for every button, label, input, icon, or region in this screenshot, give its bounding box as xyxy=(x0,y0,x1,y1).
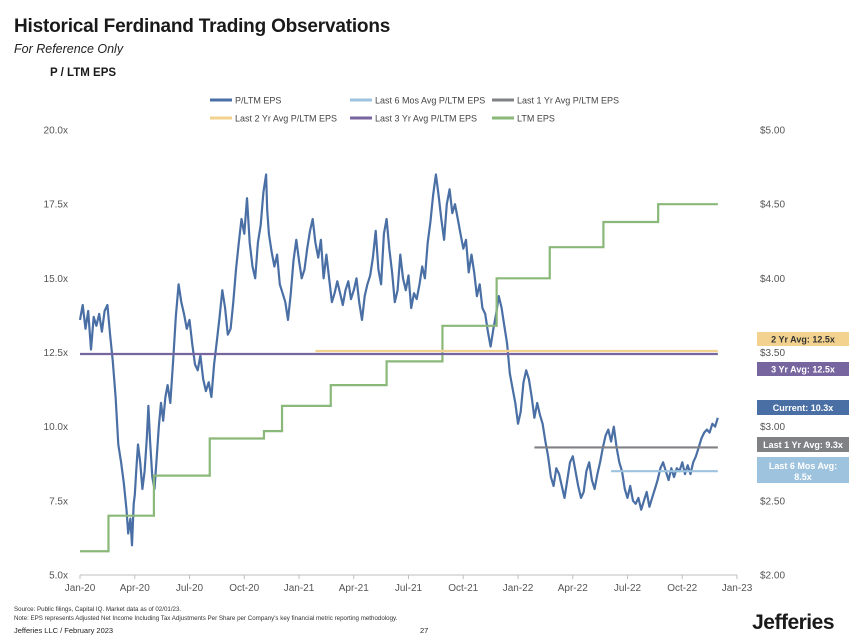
page-number: 27 xyxy=(420,626,429,635)
x-tick-label: Oct-21 xyxy=(448,583,478,594)
annot-2yr-avg-box xyxy=(757,332,849,346)
x-tick-label: Jan-22 xyxy=(503,583,534,594)
y-tick-right: $4.50 xyxy=(760,200,785,211)
page-title: Historical Ferdinand Trading Observation… xyxy=(14,16,391,37)
annot-1yr-avg-label: Last 1 Yr Avg: 9.3x xyxy=(763,440,843,450)
x-tick-label: Jul-21 xyxy=(395,583,423,594)
y-tick-right: $3.00 xyxy=(760,422,785,433)
chart-heading: P / LTM EPS xyxy=(50,67,117,79)
legend-label: LTM EPS xyxy=(517,114,555,124)
footer-firm-date: Jefferies LLC / February 2023 xyxy=(14,626,114,635)
legend-label: Last 1 Yr Avg P/LTM EPS xyxy=(517,96,619,106)
y-tick-left: 5.0x xyxy=(49,571,68,582)
y-tick-right: $3.50 xyxy=(760,348,785,359)
jefferies-logo: Jefferies xyxy=(752,611,834,634)
pe-chart: P/LTM EPS Last 6 Mos Avg P/LTM EPS Last 1 … xyxy=(44,96,849,595)
annot-6mo-avg-box xyxy=(757,457,849,483)
annot-1yr-avg-box xyxy=(757,437,849,452)
footer-note: Note: EPS represents Adjusted Net Income… xyxy=(14,615,398,622)
x-tick-label: Oct-22 xyxy=(667,583,697,594)
y-tick-left: 15.0x xyxy=(44,274,68,285)
x-tick-label: Jan-23 xyxy=(722,583,753,594)
y-tick-left: 12.5x xyxy=(44,348,68,359)
y-tick-right: $5.00 xyxy=(760,126,785,137)
x-tick-label: Apr-21 xyxy=(339,583,369,594)
y-tick-left: 20.0x xyxy=(44,126,68,137)
annot-current-box xyxy=(757,400,849,415)
page-subtitle: For Reference Only xyxy=(14,42,124,56)
chart-axes: 5.0x 7.5x 10.0x 12.5x 15.0x 17.5x 20.0x $2.00 $2… xyxy=(44,126,786,595)
y-tick-right: $2.00 xyxy=(760,571,785,582)
x-tick-label: Oct-20 xyxy=(229,583,259,594)
annot-current-label: Current: 10.3x xyxy=(773,403,834,413)
y-tick-right: $2.50 xyxy=(760,496,785,507)
x-tick-label: Jul-20 xyxy=(176,583,204,594)
x-tick-label: Jan-21 xyxy=(284,583,315,594)
legend-label: Last 3 Yr Avg P/LTM EPS xyxy=(375,114,477,124)
y-tick-right: $4.00 xyxy=(760,274,785,285)
chart-legend: P/LTM EPS Last 6 Mos Avg P/LTM EPS Last 1 … xyxy=(210,96,619,124)
x-tick-label: Apr-22 xyxy=(558,583,588,594)
ltm-eps-line xyxy=(80,203,718,553)
chart-annotations: 2 Yr Avg: 12.5x 3 Yr Avg: 12.5x Current: 1… xyxy=(757,332,849,483)
y-tick-left: 10.0x xyxy=(44,422,68,433)
y-tick-left: 7.5x xyxy=(49,496,68,507)
legend-label: Last 6 Mos Avg P/LTM EPS xyxy=(375,96,485,106)
annot-2yr-avg-label: 2 Yr Avg: 12.5x xyxy=(771,334,835,344)
pe-line xyxy=(78,173,719,547)
y-tick-left: 17.5x xyxy=(44,200,68,211)
legend-label: Last 2 Yr Avg P/LTM EPS xyxy=(235,114,337,124)
annot-3yr-avg-label: 3 Yr Avg: 12.5x xyxy=(771,364,835,374)
annot-6mo-avg-label: 8.5x xyxy=(794,472,812,482)
chart-series xyxy=(78,173,719,553)
annot-6mo-avg-label: Last 6 Mos Avg: xyxy=(769,461,837,471)
annot-3yr-avg-box xyxy=(757,362,849,376)
legend-label: P/LTM EPS xyxy=(235,96,281,106)
x-tick-label: Apr-20 xyxy=(120,583,150,594)
x-tick-label: Jan-20 xyxy=(65,583,96,594)
footer-source: Source: Public filings, Capital IQ. Mark… xyxy=(14,606,182,613)
x-tick-label: Jul-22 xyxy=(614,583,642,594)
